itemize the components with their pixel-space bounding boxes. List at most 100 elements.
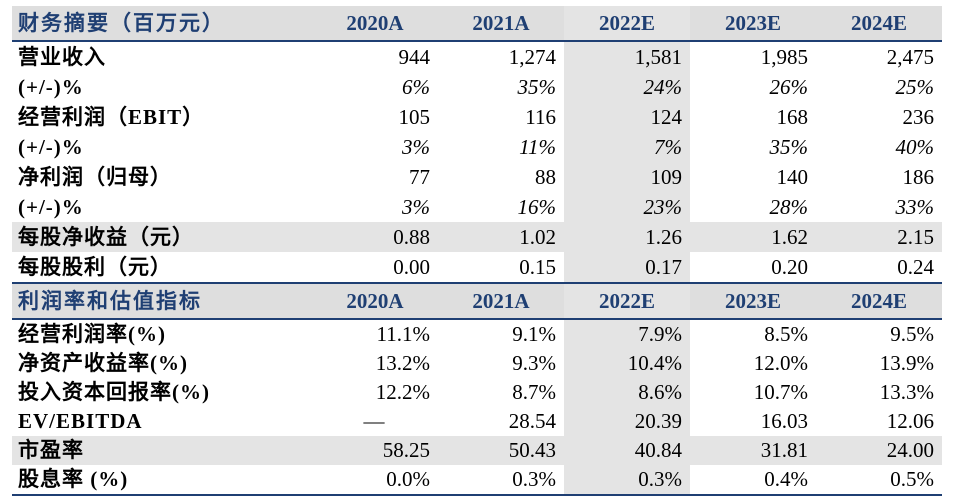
cell-value: 13.2%	[375, 351, 430, 375]
cell-value: 16.03	[760, 409, 808, 433]
row-label: 经营利润（EBIT）	[18, 105, 205, 129]
table-row: 股息率 (%) 0.0% 0.3% 0.3% 0.4% 0.5%	[12, 465, 942, 496]
cell-value: 944	[398, 45, 431, 69]
table-row: (+/-)% 3% 16% 23% 28% 33%	[12, 192, 942, 222]
cell-value: 0.17	[564, 252, 690, 284]
cell-value: 28.54	[508, 409, 556, 433]
table-row: 经营利润（EBIT） 105 116 124 168 236	[12, 102, 942, 132]
report-tables: 财务摘要（百万元） 2020A 2021A 2022E 2023E 2024E …	[12, 6, 942, 496]
cell-value: 11%	[519, 135, 556, 159]
row-label: 市盈率	[12, 436, 312, 465]
year-header: 2024E	[816, 284, 942, 320]
table-row: (+/-)% 3% 11% 7% 35% 40%	[12, 132, 942, 162]
table-row: 市盈率 58.25 50.43 40.84 31.81 24.00	[12, 436, 942, 465]
cell-value: 31.81	[690, 436, 816, 465]
cell-value: 1.26	[564, 222, 690, 252]
row-label: EV/EBITDA	[18, 409, 143, 433]
valuation-metrics-table: 利润率和估值指标 2020A 2021A 2022E 2023E 2024E 经…	[12, 284, 942, 496]
cell-value: 33%	[895, 195, 935, 219]
year-header: 2020A	[312, 6, 438, 42]
cell-value: 23%	[564, 192, 690, 222]
cell-value: 0.3%	[564, 465, 690, 496]
table-title: 财务摘要（百万元）	[12, 6, 312, 42]
year-header: 2022E	[564, 6, 690, 42]
cell-value: 13.9%	[879, 351, 934, 375]
cell-value: 25%	[895, 75, 935, 99]
cell-value: 9.3%	[512, 351, 556, 375]
row-label: 经营利润率(%)	[18, 322, 166, 346]
cell-value: 2,475	[886, 45, 934, 69]
table-row: 每股股利（元） 0.00 0.15 0.17 0.20 0.24	[12, 252, 942, 284]
row-label: (+/-)%	[18, 135, 84, 159]
cell-value: 2.15	[816, 222, 942, 252]
cell-value: 35%	[769, 135, 809, 159]
row-label: 股息率 (%)	[12, 465, 312, 496]
cell-value: 50.43	[438, 436, 564, 465]
cell-value: 109	[564, 162, 690, 192]
table-row: 投入资本回报率(%) 12.2% 8.7% 8.6% 10.7% 13.3%	[12, 378, 942, 407]
row-label: 净资产收益率(%)	[18, 351, 188, 375]
cell-value: 8.6%	[564, 378, 690, 407]
row-label: 营业收入	[18, 45, 106, 69]
year-header: 2022E	[564, 284, 690, 320]
table-row: EV/EBITDA — 28.54 20.39 16.03 12.06	[12, 407, 942, 436]
table-row: (+/-)% 6% 35% 24% 26% 25%	[12, 72, 942, 102]
row-label: 投入资本回报率(%)	[18, 380, 210, 404]
cell-value: 13.3%	[879, 380, 934, 404]
cell-value: 0.5%	[816, 465, 942, 496]
cell-value: 168	[776, 105, 809, 129]
cell-value: 0.3%	[438, 465, 564, 496]
year-header: 2020A	[312, 284, 438, 320]
cell-value: 9.1%	[512, 322, 556, 346]
cell-value: 40.84	[564, 436, 690, 465]
row-label: 净利润（归母）	[18, 165, 172, 189]
cell-value: —	[363, 409, 385, 433]
table-header-row: 利润率和估值指标 2020A 2021A 2022E 2023E 2024E	[12, 284, 942, 320]
year-header: 2023E	[690, 6, 816, 42]
cell-value: 0.00	[312, 252, 438, 284]
table-row: 营业收入 944 1,274 1,581 1,985 2,475	[12, 41, 942, 72]
row-label: 每股净收益（元）	[12, 222, 312, 252]
row-label: (+/-)%	[18, 75, 84, 99]
cell-value: 8.7%	[512, 380, 556, 404]
cell-value: 1,581	[564, 41, 690, 72]
cell-value: 124	[564, 102, 690, 132]
row-label: (+/-)%	[18, 195, 84, 219]
cell-value: 3%	[402, 195, 430, 219]
cell-value: 0.24	[816, 252, 942, 284]
cell-value: 1.62	[690, 222, 816, 252]
cell-value: 0.4%	[690, 465, 816, 496]
cell-value: 58.25	[312, 436, 438, 465]
year-header: 2024E	[816, 6, 942, 42]
cell-value: 28%	[769, 195, 809, 219]
year-header: 2023E	[690, 284, 816, 320]
table-title: 利润率和估值指标	[12, 284, 312, 320]
cell-value: 10.7%	[753, 380, 808, 404]
table-header-row: 财务摘要（百万元） 2020A 2021A 2022E 2023E 2024E	[12, 6, 942, 42]
cell-value: 0.15	[438, 252, 564, 284]
cell-value: 24.00	[816, 436, 942, 465]
table-row: 每股净收益（元） 0.88 1.02 1.26 1.62 2.15	[12, 222, 942, 252]
cell-value: 8.5%	[764, 322, 808, 346]
cell-value: 3%	[402, 135, 430, 159]
cell-value: 140	[776, 165, 809, 189]
cell-value: 0.0%	[312, 465, 438, 496]
financial-summary-table: 财务摘要（百万元） 2020A 2021A 2022E 2023E 2024E …	[12, 6, 942, 284]
table-row: 经营利润率(%) 11.1% 9.1% 7.9% 8.5% 9.5%	[12, 319, 942, 349]
table-row: 净利润（归母） 77 88 109 140 186	[12, 162, 942, 192]
cell-value: 105	[398, 105, 431, 129]
cell-value: 6%	[402, 75, 430, 99]
cell-value: 9.5%	[890, 322, 934, 346]
cell-value: 26%	[769, 75, 809, 99]
cell-value: 77	[409, 165, 430, 189]
cell-value: 0.20	[690, 252, 816, 284]
cell-value: 186	[902, 165, 935, 189]
cell-value: 12.2%	[375, 380, 430, 404]
cell-value: 1.02	[438, 222, 564, 252]
cell-value: 1,274	[508, 45, 556, 69]
cell-value: 88	[535, 165, 556, 189]
table-row: 净资产收益率(%) 13.2% 9.3% 10.4% 12.0% 13.9%	[12, 349, 942, 378]
cell-value: 0.88	[312, 222, 438, 252]
cell-value: 116	[525, 105, 556, 129]
cell-value: 20.39	[564, 407, 690, 436]
